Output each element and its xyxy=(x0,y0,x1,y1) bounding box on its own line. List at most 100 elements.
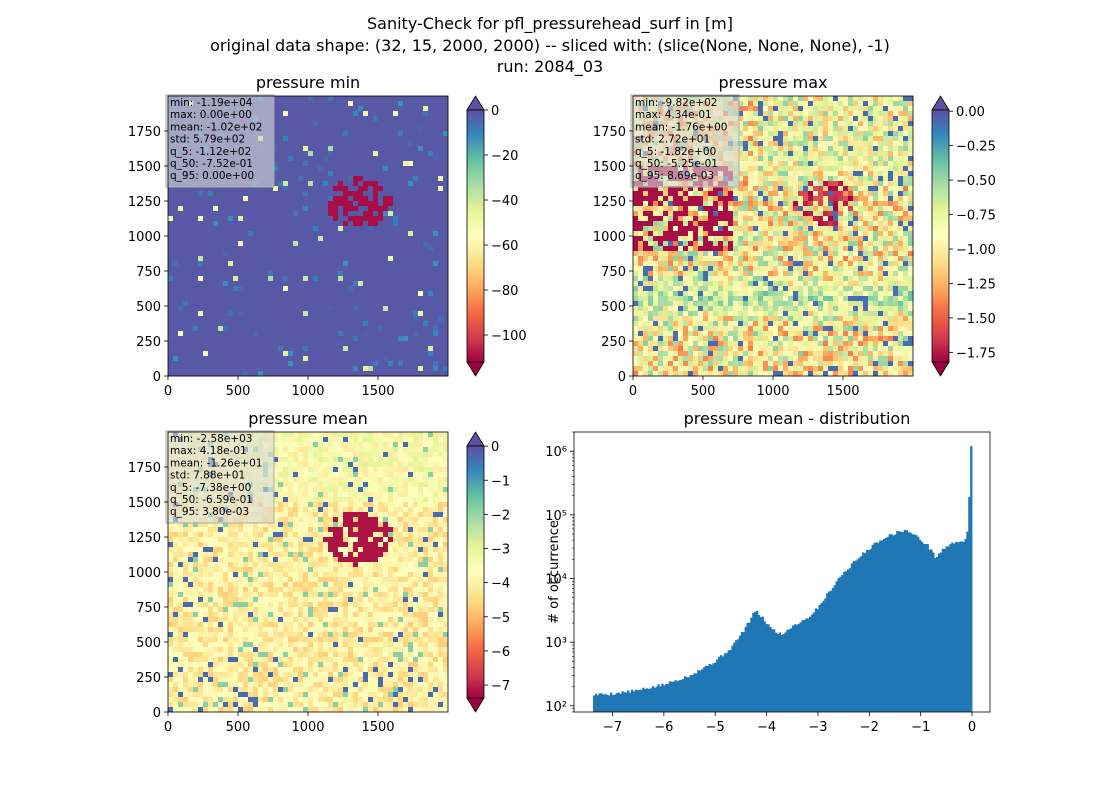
heatmap-cell xyxy=(693,211,699,217)
heatmap-cell xyxy=(358,251,364,257)
heatmap-cell xyxy=(223,366,229,372)
heatmap-cell xyxy=(288,106,294,112)
heatmap-cell xyxy=(278,111,284,117)
heatmap-cell xyxy=(408,281,414,287)
heatmap-cell xyxy=(878,186,884,192)
heatmap-cell xyxy=(358,171,364,177)
heatmap-cell xyxy=(348,271,354,277)
heatmap-cell xyxy=(383,111,389,117)
heatmap-cell xyxy=(323,301,329,307)
heatmap-cell xyxy=(268,216,274,222)
heatmap-cell xyxy=(803,186,809,192)
heatmap-cell xyxy=(418,241,424,247)
heatmap-cell xyxy=(308,301,314,307)
heatmap-cell xyxy=(783,146,789,152)
heatmap-cell xyxy=(333,281,339,287)
heatmap-cell xyxy=(843,211,849,217)
heatmap-cell xyxy=(168,201,174,207)
heatmap-cell xyxy=(278,371,284,377)
heatmap-cell xyxy=(283,146,289,152)
heatmap-cell xyxy=(263,306,269,312)
heatmap-cell xyxy=(393,236,399,242)
heatmap-cell xyxy=(328,331,334,337)
heatmap-cell xyxy=(288,366,294,372)
heatmap-cell xyxy=(198,256,204,262)
heatmap-cell xyxy=(348,341,354,347)
heatmap-cell xyxy=(763,171,769,177)
heatmap-cell xyxy=(708,221,714,227)
heatmap-cell xyxy=(828,251,834,257)
heatmap-cell xyxy=(328,321,334,327)
heatmap-cell xyxy=(768,246,774,252)
heatmap-cell xyxy=(283,201,289,207)
heatmap-cell xyxy=(438,351,444,357)
heatmap-cell xyxy=(243,241,249,247)
heatmap-cell xyxy=(743,151,749,157)
heatmap-cell xyxy=(438,291,444,297)
heatmap-cell xyxy=(433,321,439,327)
heatmap-cell xyxy=(238,246,244,252)
heatmap-cell xyxy=(338,131,344,137)
heatmap-cell xyxy=(433,356,439,362)
heatmap-cell xyxy=(718,191,724,197)
heatmap-cell xyxy=(768,161,774,167)
heatmap-cell xyxy=(228,296,234,302)
heatmap-cell xyxy=(378,271,384,277)
heatmap-cell xyxy=(878,221,884,227)
heatmap-cell xyxy=(353,251,359,257)
heatmap-cell xyxy=(793,101,799,107)
heatmap-cell xyxy=(848,141,854,147)
heatmap-cell xyxy=(238,191,244,197)
heatmap-cell xyxy=(258,211,264,217)
heatmap-cell xyxy=(293,306,299,312)
heatmap-cell xyxy=(368,181,374,187)
heatmap-cell xyxy=(188,326,194,332)
heatmap-cell xyxy=(228,231,234,237)
heatmap-cell xyxy=(308,166,314,172)
heatmap-cell xyxy=(408,111,414,117)
heatmap-cell xyxy=(293,311,299,317)
heatmap-cell xyxy=(858,146,864,152)
heatmap-cell xyxy=(838,156,844,162)
heatmap-cell xyxy=(758,131,764,137)
heatmap-cell xyxy=(363,96,369,102)
heatmap-cell xyxy=(653,231,659,237)
heatmap-cell xyxy=(393,161,399,167)
heatmap-cell xyxy=(878,196,884,202)
heatmap-cell xyxy=(888,136,894,142)
heatmap-cell xyxy=(753,126,759,132)
heatmap-cell xyxy=(318,226,324,232)
heatmap-cell xyxy=(768,106,774,112)
heatmap-cell xyxy=(313,146,319,152)
heatmap-cell xyxy=(693,241,699,247)
heatmap-cell xyxy=(863,201,869,207)
heatmap-cell xyxy=(358,306,364,312)
heatmap-cell xyxy=(718,246,724,252)
heatmap-cell xyxy=(268,251,274,257)
heatmap-cell xyxy=(633,226,639,232)
heatmap-cell xyxy=(638,226,644,232)
heatmap-cell xyxy=(653,216,659,222)
heatmap-cell xyxy=(873,141,879,147)
heatmap-cell xyxy=(193,316,199,322)
heatmap-cell xyxy=(303,291,309,297)
heatmap-cell xyxy=(723,221,729,227)
heatmap-cell xyxy=(263,366,269,372)
heatmap-cell xyxy=(288,126,294,132)
heatmap-cell xyxy=(348,261,354,267)
heatmap-cell xyxy=(438,276,444,282)
heatmap-cell xyxy=(308,206,314,212)
heatmap-cell xyxy=(378,316,384,322)
heatmap-cell xyxy=(258,356,264,362)
heatmap-cell xyxy=(673,211,679,217)
heatmap-cell xyxy=(843,241,849,247)
heatmap-cell xyxy=(438,311,444,317)
heatmap-cell xyxy=(898,161,904,167)
heatmap-cell xyxy=(698,221,704,227)
heatmap-cell xyxy=(838,251,844,257)
heatmap-cell xyxy=(398,186,404,192)
heatmap-cell xyxy=(413,301,419,307)
heatmap-cell xyxy=(408,211,414,217)
heatmap-cell xyxy=(903,191,909,197)
heatmap-cell xyxy=(863,191,869,197)
